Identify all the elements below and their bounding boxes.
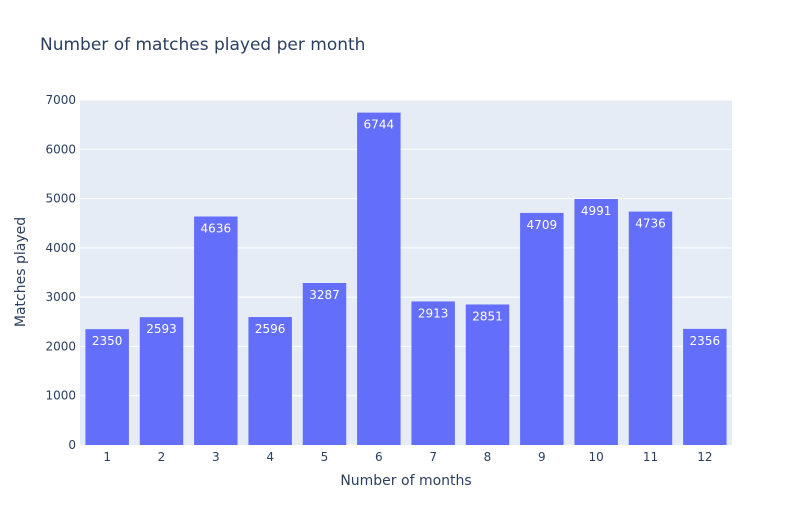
bars — [85, 112, 727, 446]
y-tick-label: 4000 — [45, 241, 76, 255]
bar-value-label: 4736 — [635, 217, 666, 231]
bar-month-11 — [628, 211, 673, 445]
x-tick-label: 2 — [158, 450, 166, 464]
y-tick-label: 0 — [68, 438, 76, 452]
x-tick-label: 8 — [484, 450, 492, 464]
x-tick-label: 4 — [266, 450, 274, 464]
y-axis-ticks: 0 1000 2000 3000 4000 5000 6000 7000 — [45, 93, 76, 452]
bar-month-12 — [683, 328, 727, 445]
y-tick-label: 5000 — [45, 192, 76, 206]
bar-month-10 — [574, 199, 618, 445]
x-axis-title: Number of months — [340, 473, 471, 489]
bar-month-1 — [85, 329, 129, 445]
bar-month-7 — [411, 301, 455, 445]
y-tick-label: 2000 — [45, 339, 76, 353]
bar-value-label: 4636 — [201, 222, 232, 236]
bar-value-label: 4709 — [527, 218, 558, 232]
bar-data-labels: 2350 2593 4636 2596 3287 6744 2913 2851 4709 4991… — [92, 118, 720, 349]
bar-month-9 — [520, 212, 564, 445]
x-tick-label: 6 — [375, 450, 383, 464]
y-tick-label: 6000 — [45, 142, 76, 156]
x-tick-label: 3 — [212, 450, 220, 464]
x-tick-label: 1 — [103, 450, 111, 464]
y-tick-label: 7000 — [45, 93, 76, 107]
plot-area — [80, 100, 732, 445]
x-tick-label: 12 — [697, 450, 712, 464]
bar-value-label: 6744 — [364, 118, 395, 132]
bar-month-4 — [248, 317, 292, 445]
x-tick-label: 5 — [321, 450, 329, 464]
bar-value-label: 3287 — [309, 288, 340, 302]
bar-month-3 — [194, 216, 238, 445]
bar-value-label: 2913 — [418, 306, 449, 320]
bar-value-label: 4991 — [581, 204, 612, 218]
bar-month-5 — [302, 282, 347, 445]
y-tick-label: 1000 — [45, 389, 76, 403]
x-tick-label: 9 — [538, 450, 546, 464]
bar-value-label: 2350 — [92, 334, 123, 348]
bar-value-label: 2356 — [690, 334, 721, 348]
bar-value-label: 2593 — [146, 322, 177, 336]
y-axis-title: Matches played — [13, 217, 29, 327]
gridlines — [80, 99, 732, 397]
bar-value-label: 2596 — [255, 322, 286, 336]
x-tick-label: 10 — [589, 450, 604, 464]
bar-month-2 — [139, 317, 184, 445]
bar-month-8 — [465, 304, 510, 445]
x-tick-label: 7 — [429, 450, 437, 464]
x-axis-ticks: 1 2 3 4 5 6 7 8 9 10 11 12 — [103, 450, 712, 464]
bar-value-label: 2851 — [472, 309, 503, 323]
bar-month-6 — [357, 112, 401, 446]
chart-title: Number of matches played per month — [40, 35, 365, 55]
y-tick-label: 3000 — [45, 290, 76, 304]
x-tick-label: 11 — [643, 450, 658, 464]
